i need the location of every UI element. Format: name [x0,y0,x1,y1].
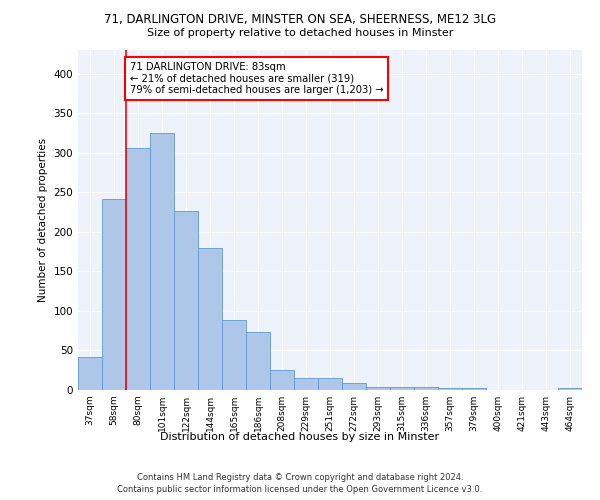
Bar [318,378,342,390]
Y-axis label: Number of detached properties: Number of detached properties [38,138,48,302]
Text: Contains public sector information licensed under the Open Government Licence v3: Contains public sector information licen… [118,485,482,494]
Text: Distribution of detached houses by size in Minster: Distribution of detached houses by size … [160,432,440,442]
Bar [390,387,414,390]
Bar [174,210,198,390]
Bar [366,387,390,390]
Bar [246,332,270,390]
Bar [342,383,366,390]
Text: 71 DARLINGTON DRIVE: 83sqm
← 21% of detached houses are smaller (319)
79% of sem: 71 DARLINGTON DRIVE: 83sqm ← 21% of deta… [130,62,383,95]
Bar [222,320,246,390]
Bar [78,357,102,390]
Bar [198,248,222,390]
Bar [414,387,438,390]
Bar [102,198,126,390]
Bar [126,148,150,390]
Text: Contains HM Land Registry data © Crown copyright and database right 2024.: Contains HM Land Registry data © Crown c… [137,472,463,482]
Bar [438,388,462,390]
Bar [150,133,174,390]
Text: 71, DARLINGTON DRIVE, MINSTER ON SEA, SHEERNESS, ME12 3LG: 71, DARLINGTON DRIVE, MINSTER ON SEA, SH… [104,12,496,26]
Bar [294,378,318,390]
Bar [462,388,486,390]
Text: Size of property relative to detached houses in Minster: Size of property relative to detached ho… [147,28,453,38]
Bar [270,370,294,390]
Bar [558,388,582,390]
